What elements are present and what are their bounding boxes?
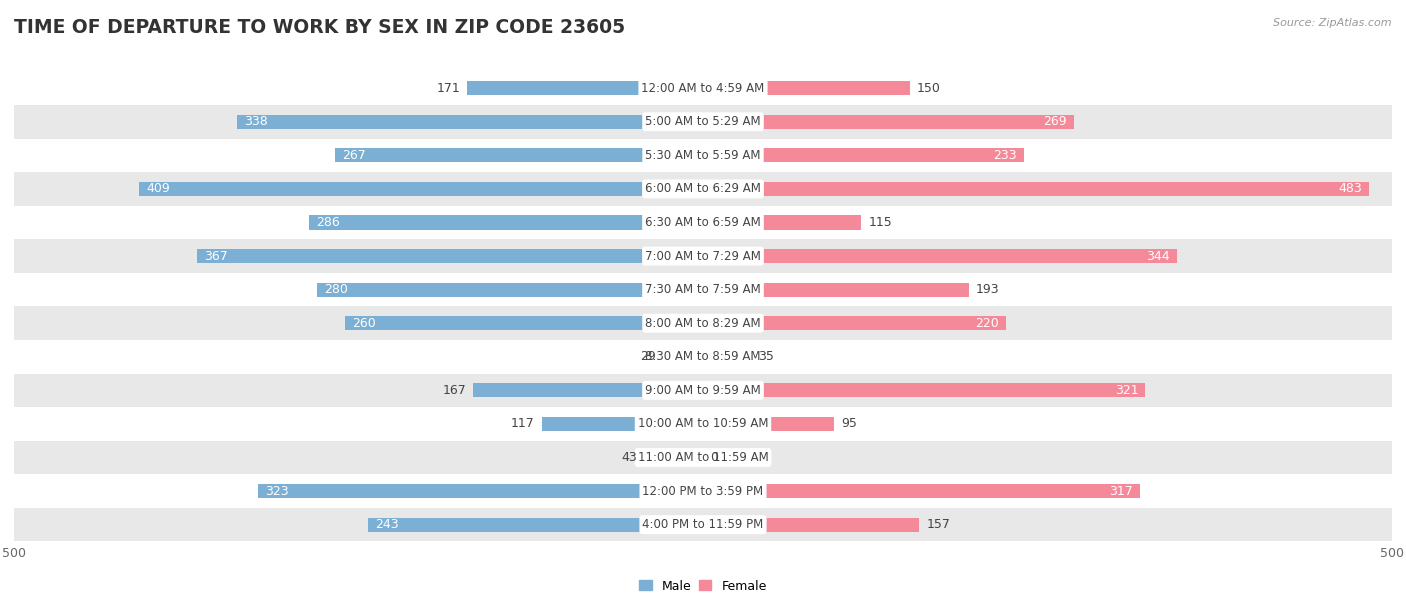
Text: 260: 260: [352, 317, 375, 330]
Text: 243: 243: [375, 518, 399, 531]
Bar: [703, 148, 1024, 162]
Bar: [703, 350, 751, 364]
Bar: [703, 249, 1177, 263]
Bar: [14, 508, 1392, 541]
Text: 286: 286: [316, 216, 340, 229]
Text: 167: 167: [443, 384, 465, 397]
Text: 193: 193: [976, 283, 1000, 296]
Text: 12:00 PM to 3:59 PM: 12:00 PM to 3:59 PM: [643, 484, 763, 497]
Bar: [318, 283, 703, 297]
Bar: [14, 172, 1392, 206]
Text: 6:00 AM to 6:29 AM: 6:00 AM to 6:29 AM: [645, 183, 761, 195]
Bar: [703, 215, 862, 230]
Bar: [703, 484, 1140, 498]
Bar: [703, 316, 1007, 330]
Text: 483: 483: [1339, 183, 1361, 195]
Bar: [472, 383, 703, 397]
Text: 233: 233: [994, 149, 1017, 162]
Bar: [344, 316, 703, 330]
Bar: [703, 81, 910, 95]
Text: 5:00 AM to 5:29 AM: 5:00 AM to 5:29 AM: [645, 115, 761, 129]
Text: 10:00 AM to 10:59 AM: 10:00 AM to 10:59 AM: [638, 418, 768, 430]
Bar: [14, 474, 1392, 508]
Text: 157: 157: [927, 518, 950, 531]
Text: 171: 171: [437, 82, 461, 95]
Bar: [368, 518, 703, 532]
Text: 150: 150: [917, 82, 941, 95]
Bar: [14, 239, 1392, 273]
Bar: [14, 105, 1392, 139]
Bar: [644, 450, 703, 465]
Text: 220: 220: [976, 317, 1000, 330]
Text: 12:00 AM to 4:59 AM: 12:00 AM to 4:59 AM: [641, 82, 765, 95]
Bar: [197, 249, 703, 263]
Text: 117: 117: [512, 418, 534, 430]
Text: 8:30 AM to 8:59 AM: 8:30 AM to 8:59 AM: [645, 350, 761, 364]
Text: 95: 95: [841, 418, 856, 430]
Text: 280: 280: [323, 283, 347, 296]
Text: 4:00 PM to 11:59 PM: 4:00 PM to 11:59 PM: [643, 518, 763, 531]
Bar: [703, 417, 834, 431]
Bar: [664, 350, 703, 364]
Text: 8:00 AM to 8:29 AM: 8:00 AM to 8:29 AM: [645, 317, 761, 330]
Text: 409: 409: [146, 183, 170, 195]
Bar: [703, 182, 1368, 196]
Text: 321: 321: [1115, 384, 1139, 397]
Bar: [139, 182, 703, 196]
Text: 43: 43: [621, 451, 637, 464]
Bar: [14, 71, 1392, 105]
Text: 7:00 AM to 7:29 AM: 7:00 AM to 7:29 AM: [645, 249, 761, 262]
Bar: [238, 115, 703, 129]
Text: 0: 0: [710, 451, 718, 464]
Text: 11:00 AM to 11:59 AM: 11:00 AM to 11:59 AM: [638, 451, 768, 464]
Bar: [703, 115, 1074, 129]
Bar: [14, 374, 1392, 407]
Text: 317: 317: [1109, 484, 1133, 497]
Bar: [14, 407, 1392, 441]
Text: 29: 29: [640, 350, 657, 364]
Text: 338: 338: [245, 115, 269, 129]
Bar: [467, 81, 703, 95]
Text: 6:30 AM to 6:59 AM: 6:30 AM to 6:59 AM: [645, 216, 761, 229]
Text: TIME OF DEPARTURE TO WORK BY SEX IN ZIP CODE 23605: TIME OF DEPARTURE TO WORK BY SEX IN ZIP …: [14, 18, 626, 37]
Text: 323: 323: [264, 484, 288, 497]
Text: 35: 35: [758, 350, 773, 364]
Text: 5:30 AM to 5:59 AM: 5:30 AM to 5:59 AM: [645, 149, 761, 162]
Bar: [14, 441, 1392, 474]
Bar: [703, 283, 969, 297]
Bar: [309, 215, 703, 230]
Bar: [14, 139, 1392, 172]
Bar: [541, 417, 703, 431]
Bar: [14, 340, 1392, 374]
Bar: [703, 518, 920, 532]
Text: 115: 115: [869, 216, 891, 229]
Text: 269: 269: [1043, 115, 1067, 129]
Text: 267: 267: [342, 149, 366, 162]
Bar: [257, 484, 703, 498]
Bar: [703, 383, 1146, 397]
Bar: [14, 206, 1392, 239]
Legend: Male, Female: Male, Female: [636, 576, 770, 595]
Bar: [14, 273, 1392, 306]
Text: 344: 344: [1146, 249, 1170, 262]
Bar: [14, 306, 1392, 340]
Text: 9:00 AM to 9:59 AM: 9:00 AM to 9:59 AM: [645, 384, 761, 397]
Text: 7:30 AM to 7:59 AM: 7:30 AM to 7:59 AM: [645, 283, 761, 296]
Text: Source: ZipAtlas.com: Source: ZipAtlas.com: [1274, 18, 1392, 28]
Text: 367: 367: [204, 249, 228, 262]
Bar: [335, 148, 703, 162]
